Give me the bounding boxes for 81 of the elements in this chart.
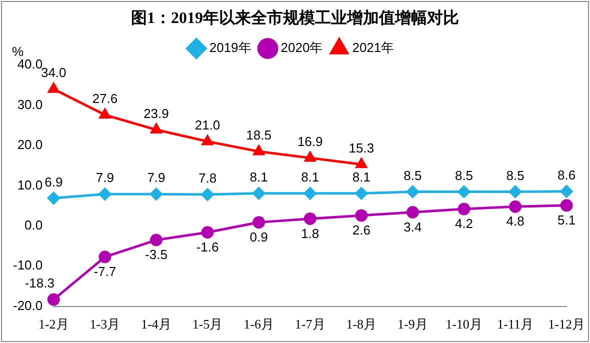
point (356, 158, 367, 168)
point (304, 212, 316, 225)
legend-label: 2019年 (209, 40, 252, 56)
x-tick-label: 1-7月 (294, 316, 326, 332)
chart-title: 图1：2019年以来全市规模工业增加值增幅对比 (130, 8, 460, 29)
x-tick-label: 1-10月 (446, 316, 482, 332)
data-label: -1.6 (196, 239, 219, 254)
point (458, 185, 470, 198)
point (201, 226, 214, 239)
legend-label: 2021年 (352, 40, 394, 56)
data-label: 7.9 (96, 170, 114, 186)
point (150, 188, 162, 200)
data-label: 23.9 (144, 106, 169, 121)
data-label: 16.9 (297, 134, 323, 150)
data-label: 8.5 (454, 168, 474, 183)
data-label: 15.3 (348, 140, 374, 156)
data-label: 4.8 (506, 214, 524, 229)
point (355, 209, 368, 222)
x-tick-label: 1-11月 (497, 316, 534, 332)
y-tick-label: -20.0 (12, 298, 43, 313)
point (304, 152, 316, 162)
point (509, 185, 522, 198)
data-label: 2.6 (352, 222, 370, 238)
data-label: 7.9 (147, 170, 166, 186)
point (48, 82, 60, 93)
point (509, 200, 522, 213)
data-label: 8.6 (558, 167, 576, 182)
point (560, 199, 573, 212)
x-tick-label: 1-6月 (244, 316, 274, 332)
point (406, 206, 419, 219)
point (253, 145, 264, 156)
point (202, 135, 214, 146)
y-tick-label: 30.0 (17, 96, 43, 112)
point (458, 202, 470, 216)
point (150, 124, 162, 134)
point (252, 216, 266, 229)
y-tick-label: 0.0 (24, 218, 43, 233)
point (47, 293, 60, 306)
data-label: 0.9 (250, 229, 268, 244)
data-label: 8.1 (352, 169, 370, 184)
point (47, 192, 60, 204)
x-tick-label: 1-9月 (398, 316, 428, 332)
point (406, 185, 419, 198)
point (355, 187, 368, 200)
data-label: 7.8 (198, 170, 217, 186)
x-tick-label: 1-3月 (90, 316, 120, 332)
data-label: 34.0 (40, 65, 66, 80)
data-label: 5.1 (558, 212, 576, 228)
data-label: 4.2 (454, 216, 474, 232)
y-tick-label: 10.0 (17, 177, 43, 192)
point (560, 185, 573, 198)
x-tick-label: 1-8月 (346, 316, 377, 332)
data-label: 8.5 (506, 168, 524, 183)
data-label: 18.5 (246, 128, 272, 143)
data-label: -3.5 (145, 247, 168, 262)
data-label: 27.6 (92, 90, 118, 106)
data-label: 8.5 (404, 168, 422, 183)
data-label: 6.9 (44, 174, 63, 190)
x-tick-label: 1-4月 (141, 316, 172, 332)
data-label: 3.4 (404, 219, 422, 234)
data-label: -7.7 (94, 264, 116, 279)
data-label: 21.0 (194, 118, 220, 133)
point (201, 188, 214, 201)
point (98, 250, 112, 264)
point (304, 187, 316, 200)
y-tick-label: -10.0 (12, 258, 43, 273)
data-label: 8.1 (301, 169, 320, 184)
x-tick-label: 1-2月 (38, 316, 69, 332)
point (252, 187, 266, 200)
point (98, 188, 112, 200)
point (99, 108, 111, 119)
data-label: -18.3 (24, 276, 54, 291)
y-tick-label: 20.0 (17, 137, 43, 152)
data-label: 8.1 (250, 169, 268, 184)
point (150, 234, 162, 246)
x-tick-label: 1-12月 (548, 316, 586, 332)
x-tick-label: 1-5月 (192, 316, 223, 332)
data-label: 1.8 (301, 226, 320, 241)
legend-label: 2020年 (280, 40, 323, 56)
y-axis-title: % (12, 44, 24, 59)
y-tick-label: 40.0 (17, 56, 43, 72)
